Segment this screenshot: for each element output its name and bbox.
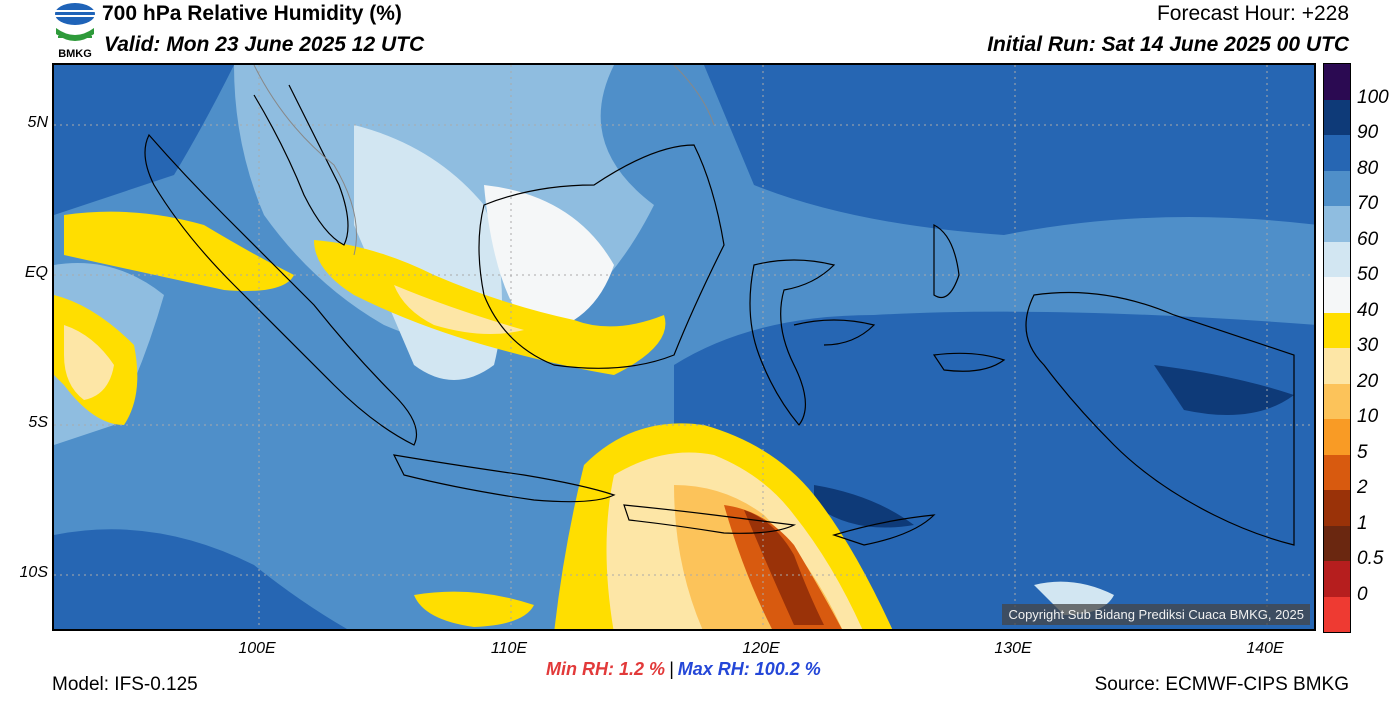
colorbar-label: 20 bbox=[1357, 370, 1379, 392]
colorbar-label: 80 bbox=[1357, 157, 1379, 179]
colorbar-segment bbox=[1324, 312, 1350, 348]
colorbar-label: 2 bbox=[1357, 477, 1368, 498]
lat-label-5n: 5N bbox=[27, 114, 48, 131]
colorbar-segment bbox=[1324, 383, 1350, 419]
colorbar-segment bbox=[1324, 206, 1350, 242]
colorbar-segment bbox=[1324, 277, 1350, 313]
valid-time: Valid: Mon 23 June 2025 12 UTC bbox=[104, 33, 425, 56]
colorbar-label: 5 bbox=[1357, 441, 1368, 463]
colorbar-label: 10 bbox=[1357, 406, 1379, 427]
humidity-map: Copyright Sub Bidang Prediksi Cuaca BMKG… bbox=[52, 63, 1316, 631]
logo-text: BMKG bbox=[58, 48, 92, 60]
colorbar-segment bbox=[1324, 525, 1350, 561]
colorbar-label: 70 bbox=[1357, 193, 1379, 214]
colorbar-segment bbox=[1324, 454, 1350, 490]
colorbar-label: 100 bbox=[1357, 86, 1389, 108]
map-title: 700 hPa Relative Humidity (%) bbox=[102, 2, 402, 25]
lon-label-130e: 130E bbox=[994, 640, 1032, 657]
copyright-notice: Copyright Sub Bidang Prediksi Cuaca BMKG… bbox=[1002, 604, 1310, 625]
colorbar-segment bbox=[1324, 99, 1350, 135]
colorbar-label: 60 bbox=[1357, 228, 1379, 250]
colorbar-segment bbox=[1324, 490, 1350, 526]
colorbar-segment bbox=[1324, 419, 1350, 455]
colorbar-label: 40 bbox=[1357, 299, 1379, 321]
source-label: Source: ECMWF-CIPS BMKG bbox=[1094, 674, 1349, 695]
colorbar-label: 30 bbox=[1357, 335, 1379, 356]
colorbar-label: 90 bbox=[1357, 122, 1379, 143]
colorbar-segment bbox=[1324, 135, 1350, 171]
stats-separator: | bbox=[669, 659, 674, 679]
colorbar-segment bbox=[1324, 241, 1350, 277]
colorbar-segment bbox=[1324, 596, 1350, 632]
colorbar bbox=[1323, 63, 1351, 633]
colorbar-label: 0 bbox=[1357, 583, 1368, 605]
lat-label-eq: EQ bbox=[24, 264, 48, 281]
min-rh: Min RH: 1.2 % bbox=[546, 659, 666, 679]
forecast-hour: Forecast Hour: +228 bbox=[1156, 2, 1349, 25]
colorbar-segment bbox=[1324, 561, 1350, 597]
lon-label-100e: 100E bbox=[238, 640, 276, 657]
lat-label-10s: 10S bbox=[19, 564, 48, 581]
colorbar-label: 0.5 bbox=[1357, 548, 1384, 569]
lon-label-120e: 120E bbox=[742, 640, 780, 657]
lat-label-5s: 5S bbox=[28, 414, 48, 431]
colorbar-label: 1 bbox=[1357, 512, 1368, 534]
rh-stats: Min RH: 1.2 % | Max RH: 100.2 % bbox=[546, 659, 821, 680]
lon-label-140e: 140E bbox=[1246, 640, 1284, 657]
colorbar-segment bbox=[1324, 64, 1350, 100]
map-field bbox=[54, 65, 1314, 629]
colorbar-label: 50 bbox=[1357, 264, 1379, 285]
colorbar-segment bbox=[1324, 348, 1350, 384]
lon-label-110e: 110E bbox=[490, 640, 528, 657]
model-label: Model: IFS-0.125 bbox=[52, 674, 198, 695]
initial-run: Initial Run: Sat 14 June 2025 00 UTC bbox=[987, 33, 1349, 56]
bmkg-logo: BMKG bbox=[55, 3, 95, 60]
colorbar-segment bbox=[1324, 170, 1350, 206]
max-rh: Max RH: 100.2 % bbox=[677, 659, 821, 679]
